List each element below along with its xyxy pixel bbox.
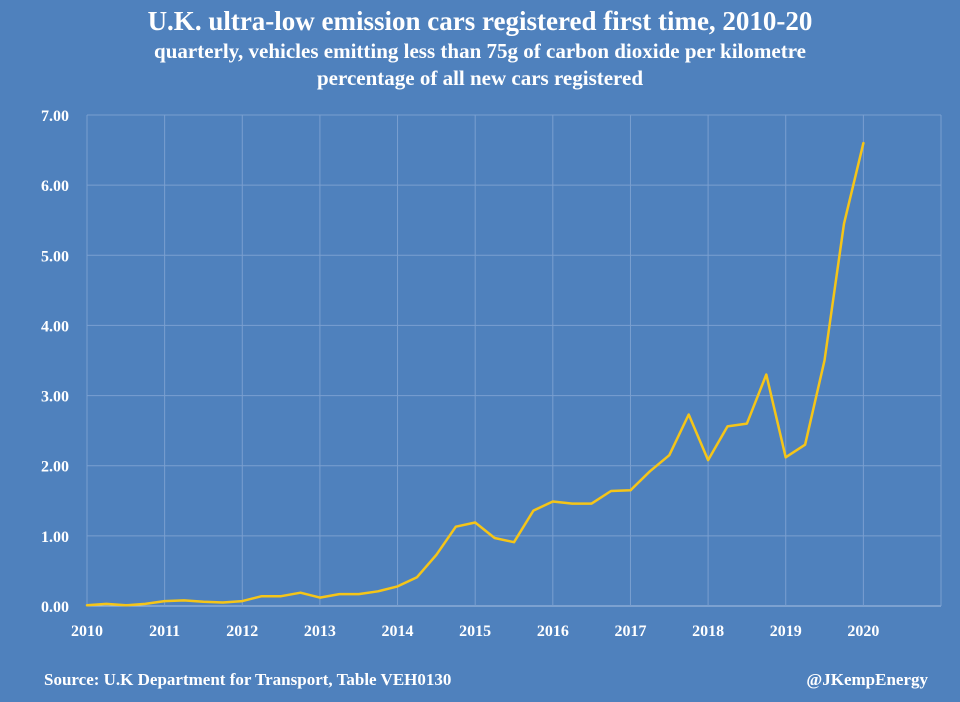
x-tick-label: 2020 [847, 623, 879, 640]
x-tick-label: 2011 [149, 623, 180, 640]
x-tick-label: 2017 [614, 623, 646, 640]
author-credit: @JKempEnergy [806, 670, 928, 689]
chart-title: U.K. ultra-low emission cars registered … [148, 6, 813, 36]
x-tick-label: 2014 [382, 623, 414, 640]
x-tick-label: 2013 [304, 623, 336, 640]
x-tick-label: 2012 [226, 623, 258, 640]
x-tick-label: 2010 [71, 623, 103, 640]
x-tick-label: 2015 [459, 623, 491, 640]
axis-tick-labels: 0.00 1.00 2.00 3.00 4.00 5.00 6.00 7.00 2010 2011… [41, 108, 879, 640]
y-tick-label: 4.00 [41, 318, 69, 335]
x-tick-label: 2018 [692, 623, 724, 640]
x-tick-label: 2016 [537, 623, 569, 640]
y-tick-label: 2.00 [41, 459, 69, 476]
y-tick-label: 7.00 [41, 108, 69, 125]
series-layer [85, 141, 865, 607]
y-tick-label: 6.00 [41, 178, 69, 195]
y-tick-label: 0.00 [41, 599, 69, 616]
y-tick-label: 3.00 [41, 389, 69, 406]
gridlines [86, 114, 942, 607]
x-tick-label: 2019 [770, 623, 802, 640]
chart-subtitle-line-2: percentage of all new cars registered [317, 66, 643, 90]
source-note: Source: U.K Department for Transport, Ta… [44, 670, 451, 689]
y-tick-label: 1.00 [41, 529, 69, 546]
series-line [85, 141, 865, 607]
y-tick-label: 5.00 [41, 248, 69, 265]
chart-subtitle-line-1: quarterly, vehicles emitting less than 7… [154, 39, 806, 63]
